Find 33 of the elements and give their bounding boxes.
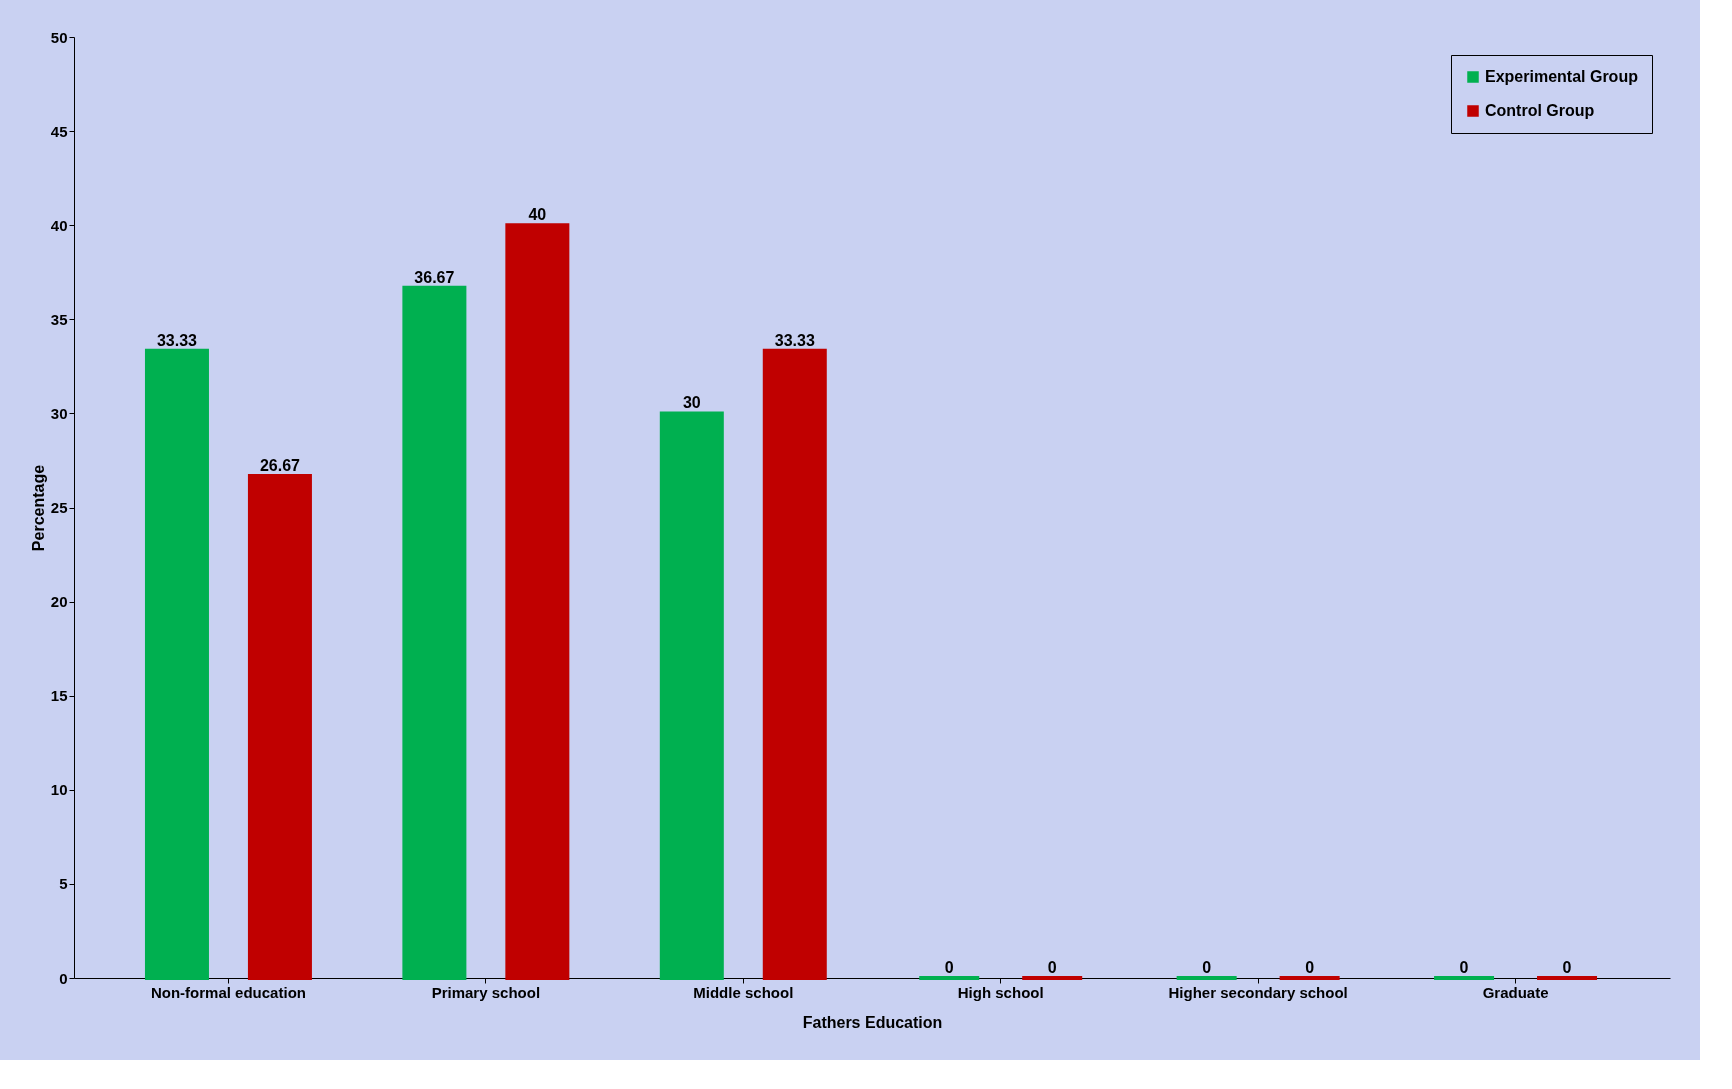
- y-tick-label: 25: [50, 499, 68, 516]
- data-label: 26.67: [259, 457, 301, 475]
- y-tick-label: 30: [50, 404, 68, 422]
- y-tick-label: 0: [59, 969, 68, 987]
- data-label: 0: [1047, 959, 1057, 976]
- data-label: 40: [528, 206, 547, 224]
- data-label: 0: [1202, 959, 1212, 976]
- y-tick-label: 50: [50, 28, 68, 46]
- y-tick-label: 5: [59, 875, 68, 893]
- y-tick-label: 35: [50, 310, 68, 328]
- data-label: 33.33: [156, 331, 198, 349]
- data-label: 0: [1459, 959, 1469, 976]
- data-label: 0: [944, 959, 954, 976]
- data-label: 30: [682, 394, 701, 412]
- data-label: 0: [1305, 959, 1315, 976]
- y-tick-label: 15: [50, 687, 68, 705]
- y-axis-title: Percentage: [29, 464, 47, 552]
- y-tick-label: 20: [50, 593, 68, 611]
- legend-label: Control Group: [1485, 102, 1595, 119]
- x-axis-title: Fathers Education: [802, 1013, 943, 1031]
- y-tick-label: 10: [50, 781, 68, 799]
- y-tick-label: 40: [50, 216, 68, 234]
- x-tick-label: Primary school: [431, 983, 541, 1001]
- x-tick-label: Middle school: [693, 983, 794, 1001]
- data-label: 36.67: [414, 268, 455, 286]
- legend-label: Experimental Group: [1485, 68, 1639, 85]
- data-label: 0: [1562, 959, 1572, 976]
- x-tick-label: High school: [957, 983, 1044, 1001]
- x-tick-label: Non-formal education: [150, 983, 306, 1001]
- x-tick-label: Graduate: [1482, 983, 1549, 1001]
- x-tick-label: Higher secondary school: [1168, 983, 1348, 1001]
- data-label: 33.33: [774, 331, 815, 349]
- y-tick-label: 45: [50, 122, 68, 140]
